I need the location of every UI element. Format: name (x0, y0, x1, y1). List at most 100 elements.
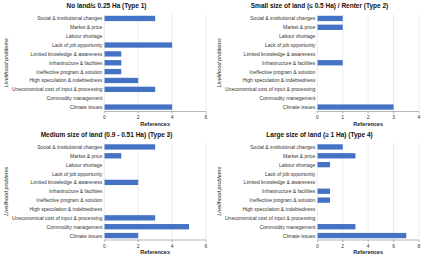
x-tick-label: 0 (103, 243, 106, 249)
bar (104, 144, 155, 149)
bars (317, 16, 393, 110)
panel: Social & institutional changesMarket & p… (216, 2, 421, 127)
bar (104, 215, 155, 220)
bar (104, 60, 121, 65)
category-label: High speculation & indebtedness (30, 77, 103, 83)
category-label: Ineffective program & solution (36, 69, 102, 75)
category-label: High speculation & indebtedness (30, 206, 103, 212)
x-tick-label: 0 (103, 114, 106, 120)
bar (104, 180, 138, 185)
x-axis-label: References (353, 249, 383, 255)
bar (317, 78, 318, 83)
bar (317, 104, 393, 109)
grid-line (393, 14, 394, 112)
bar (104, 104, 172, 109)
category-label: High speculation & indebtedness (243, 77, 316, 83)
category-label: Limited knowledge & awareness (31, 179, 103, 185)
bar (104, 153, 121, 158)
x-tick-label: 4 (171, 243, 174, 249)
x-tick-label: 1 (341, 114, 344, 120)
x-tick-label: 6 (205, 114, 208, 120)
bars (104, 144, 189, 238)
bar (317, 162, 330, 167)
grid-line (138, 14, 139, 112)
y-axis-label: Livelihood problems (216, 167, 222, 216)
bar (317, 34, 318, 39)
bar (317, 69, 318, 74)
bar (104, 78, 138, 83)
x-tick-label: 6 (392, 243, 395, 249)
bar (317, 215, 318, 220)
x-tick-label: 3 (392, 114, 395, 120)
grid (104, 143, 206, 241)
panel: Social & institutional changes Market & p… (3, 2, 208, 127)
x-tick-label: 4 (367, 243, 370, 249)
bar (317, 144, 342, 149)
category-label: Commodity management (46, 224, 102, 230)
bars (317, 144, 406, 238)
grid-line (419, 143, 420, 241)
category-label: Labour shortage (66, 162, 103, 168)
x-tick-label: 2 (137, 114, 140, 120)
bar (104, 69, 121, 74)
bar (104, 171, 105, 176)
x-tick-label: 2 (367, 114, 370, 120)
chart-svg: Social & institutional changes Market & p… (0, 0, 426, 257)
bar (317, 171, 318, 176)
category-label: Ineffective program & solution (249, 69, 315, 75)
category-label: Infrastructure & facilities (262, 188, 316, 194)
bar (104, 87, 155, 92)
bar (317, 233, 406, 238)
grid-line (206, 143, 207, 241)
bar (317, 16, 342, 21)
bar (104, 34, 105, 39)
bar (104, 51, 121, 56)
category-label: Lack of job opportunity (265, 42, 316, 48)
x-axis-line (104, 111, 206, 112)
category-label: Infrastructure & facilities (49, 60, 103, 66)
grid-line (172, 14, 173, 112)
category-label: Labour shortage (279, 33, 316, 39)
bar (317, 197, 330, 202)
grid-line (368, 14, 369, 112)
bar (317, 153, 355, 158)
category-label: Social & institutional changes (37, 144, 103, 150)
category-label: Limited knowledge & awareness (31, 51, 103, 57)
title: No land/≤ 0.25 Ha (Type 1) (66, 2, 146, 10)
bar (317, 60, 342, 65)
x-tick-label: 0 (316, 243, 319, 249)
y-axis-label: Livelihood problems (3, 167, 9, 216)
category-label: Lack of job opportunity (52, 171, 103, 177)
category-label: Lack of job opportunity (52, 42, 103, 48)
category-label: Market & price (70, 24, 102, 30)
category-label: Commodity management (259, 224, 315, 230)
x-axis-label: References (353, 121, 383, 127)
category-label: Ineffective program & solution (36, 197, 102, 203)
grid (317, 14, 419, 112)
x-tick-label: 8 (418, 243, 421, 249)
category-label: Market & price (283, 153, 315, 159)
category-label: Infrastructure & facilities (262, 60, 316, 66)
x-tick-label: 2 (137, 243, 140, 249)
bar (104, 162, 105, 167)
x-tick-label: 2 (341, 243, 344, 249)
bar (317, 87, 318, 92)
category-label: Climate issues (70, 233, 103, 239)
category-label: Climate issues (70, 104, 103, 110)
category-label: Labour shortage (66, 33, 103, 39)
category-label: Market & price (70, 153, 102, 159)
title: Medium size of land (0.9 - 0.51 Ha) (Typ… (41, 131, 173, 139)
category-label: Social & institutional changes (37, 15, 103, 21)
x-axis-label: References (140, 121, 170, 127)
grid (317, 143, 419, 241)
y-axis-label: Livelihood problems (3, 38, 9, 87)
bar (104, 197, 105, 202)
bar (104, 96, 105, 101)
bar (317, 51, 318, 56)
x-axis-line (104, 240, 206, 241)
bar (317, 224, 355, 229)
category-label: Ineffective program & solution (249, 197, 315, 203)
title: Large size of land (≥ 1 Ha) (Type 4) (266, 131, 372, 139)
bar (104, 233, 138, 238)
category-label: Climate issues (283, 233, 316, 239)
